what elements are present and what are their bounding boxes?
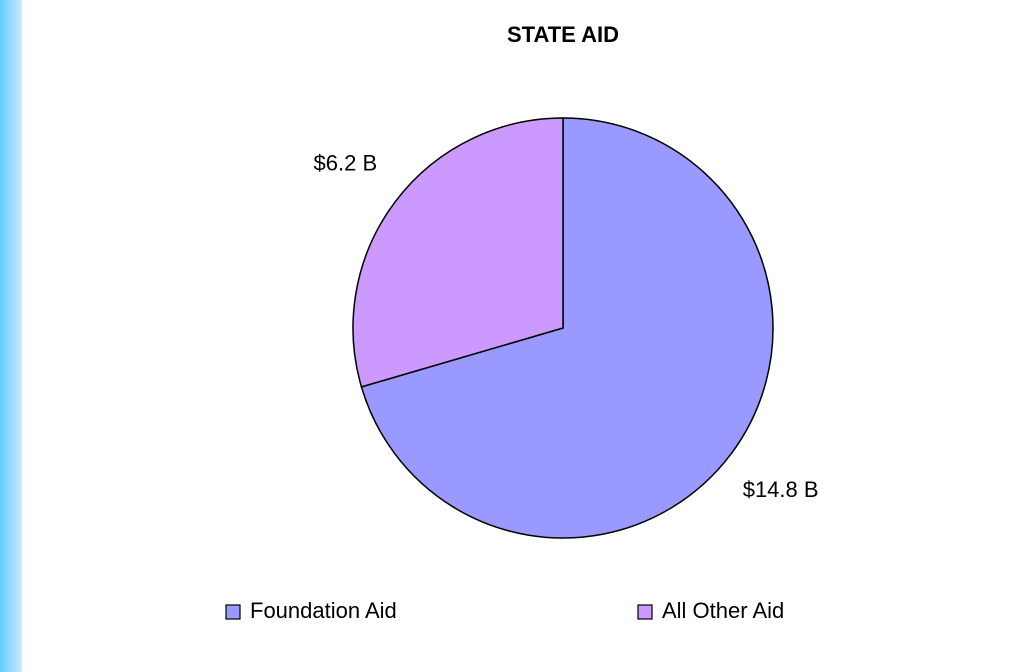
legend-swatch <box>225 604 241 620</box>
legend-label: All Other Aid <box>662 598 784 623</box>
pie-slice <box>352 117 564 388</box>
data-label: $14.8 B <box>743 477 819 502</box>
data-label: $6.2 B <box>314 151 378 176</box>
pie-slice <box>360 117 774 539</box>
legend-label: Foundation Aid <box>250 598 397 623</box>
legend-swatch <box>637 604 653 620</box>
chart-title: STATE AID <box>507 22 619 47</box>
